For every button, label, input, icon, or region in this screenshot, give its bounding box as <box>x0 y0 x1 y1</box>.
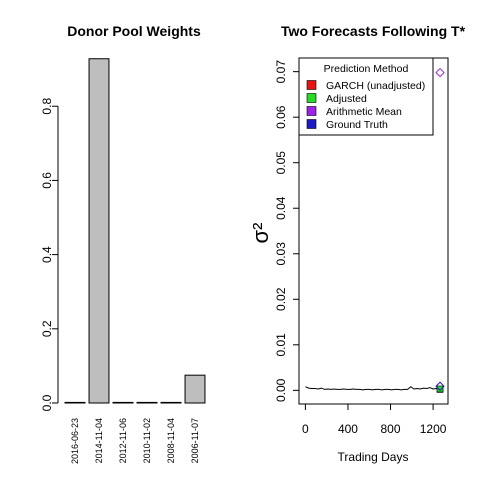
left-y-tick-label-3: 0.6 <box>40 172 54 189</box>
legend-label-0: GARCH (unadjusted) <box>326 80 425 92</box>
series-line-0 <box>305 386 440 391</box>
right-y-tick-label-4: 0.04 <box>274 196 288 220</box>
right-x-tick-label-0: 0 <box>302 422 309 436</box>
right-y-tick-label-5: 0.05 <box>274 151 288 175</box>
bar-2016-06-23 <box>64 401 86 404</box>
point-4-0 <box>435 381 445 391</box>
right-x-tick-label-2: 800 <box>381 422 401 436</box>
right-y-tick-label-1: 0.01 <box>274 333 288 357</box>
right-x-tick-label-1: 400 <box>338 422 358 436</box>
left-y-tick-label-1: 0.2 <box>40 320 54 337</box>
bar-2006-11-07 <box>184 374 206 404</box>
right-x-axis: 0 400 800 1200 <box>302 404 447 436</box>
legend-title: Prediction Method <box>324 63 409 75</box>
legend-swatch-2 <box>306 106 317 116</box>
legend-swatch-0 <box>306 80 317 90</box>
right-y-tick-label-7: 0.07 <box>274 60 288 84</box>
category-label-4: 2008-11-04 <box>166 418 176 463</box>
legend-swatch-3 <box>306 119 317 129</box>
left-y-axis: 0.0 0.2 0.4 0.6 0.8 <box>40 98 59 411</box>
legend-label-1: Adjusted <box>326 93 367 105</box>
right-x-tick-label-3: 1200 <box>420 422 447 436</box>
category-label-5: 2006-11-07 <box>190 418 200 463</box>
legend-label-2: Arithmetic Mean <box>326 106 402 118</box>
bar-2010-11-02 <box>136 401 158 404</box>
right-y-tick-label-0: 0.00 <box>274 378 288 402</box>
donor-pool-weights-chart: Donor Pool Weights 0.0 0.2 0.4 0.6 0.8 2016-… <box>40 23 206 464</box>
right-series <box>305 67 445 393</box>
bar-2014-11-04 <box>88 58 110 404</box>
right-y-tick-label-6: 0.06 <box>274 105 288 129</box>
bar-2012-11-06 <box>112 401 134 404</box>
point-2-0 <box>436 385 444 393</box>
legend-box <box>298 57 434 136</box>
right-x-axis-label: Trading Days <box>338 450 409 464</box>
left-chart-title: Donor Pool Weights <box>67 23 201 39</box>
right-y-axis: 0.00 0.01 0.02 0.03 0.04 0.05 0.06 0.07 <box>274 60 299 402</box>
left-category-labels: 2016-06-23 2014-11-04 2012-11-06 2010-11-02… <box>70 418 200 464</box>
legend: Prediction Method GARCH (unadjusted)Adju… <box>298 57 434 136</box>
category-label-2: 2012-11-06 <box>118 418 128 463</box>
forecasts-chart: Two Forecasts Following T* 0.000.010.020… <box>248 23 466 464</box>
left-y-tick-label-4: 0.8 <box>40 98 54 115</box>
point-3-0 <box>435 67 445 78</box>
category-label-0: 2016-06-23 <box>70 418 80 464</box>
bar-2008-11-04 <box>160 401 182 404</box>
category-label-3: 2010-11-02 <box>142 418 152 463</box>
left-y-tick-label-0: 0.0 <box>40 394 54 411</box>
right-y-axis-label: σ² <box>248 223 273 244</box>
left-y-tick-label-2: 0.4 <box>40 246 54 263</box>
right-y-tick-label-3: 0.03 <box>274 242 288 266</box>
legend-label-3: Ground Truth <box>326 119 388 131</box>
category-label-1: 2014-11-04 <box>94 418 104 463</box>
right-chart-title: Two Forecasts Following T* <box>281 23 466 39</box>
left-bars <box>64 58 206 404</box>
right-y-tick-label-2: 0.02 <box>274 287 288 311</box>
legend-swatch-1 <box>306 93 317 103</box>
